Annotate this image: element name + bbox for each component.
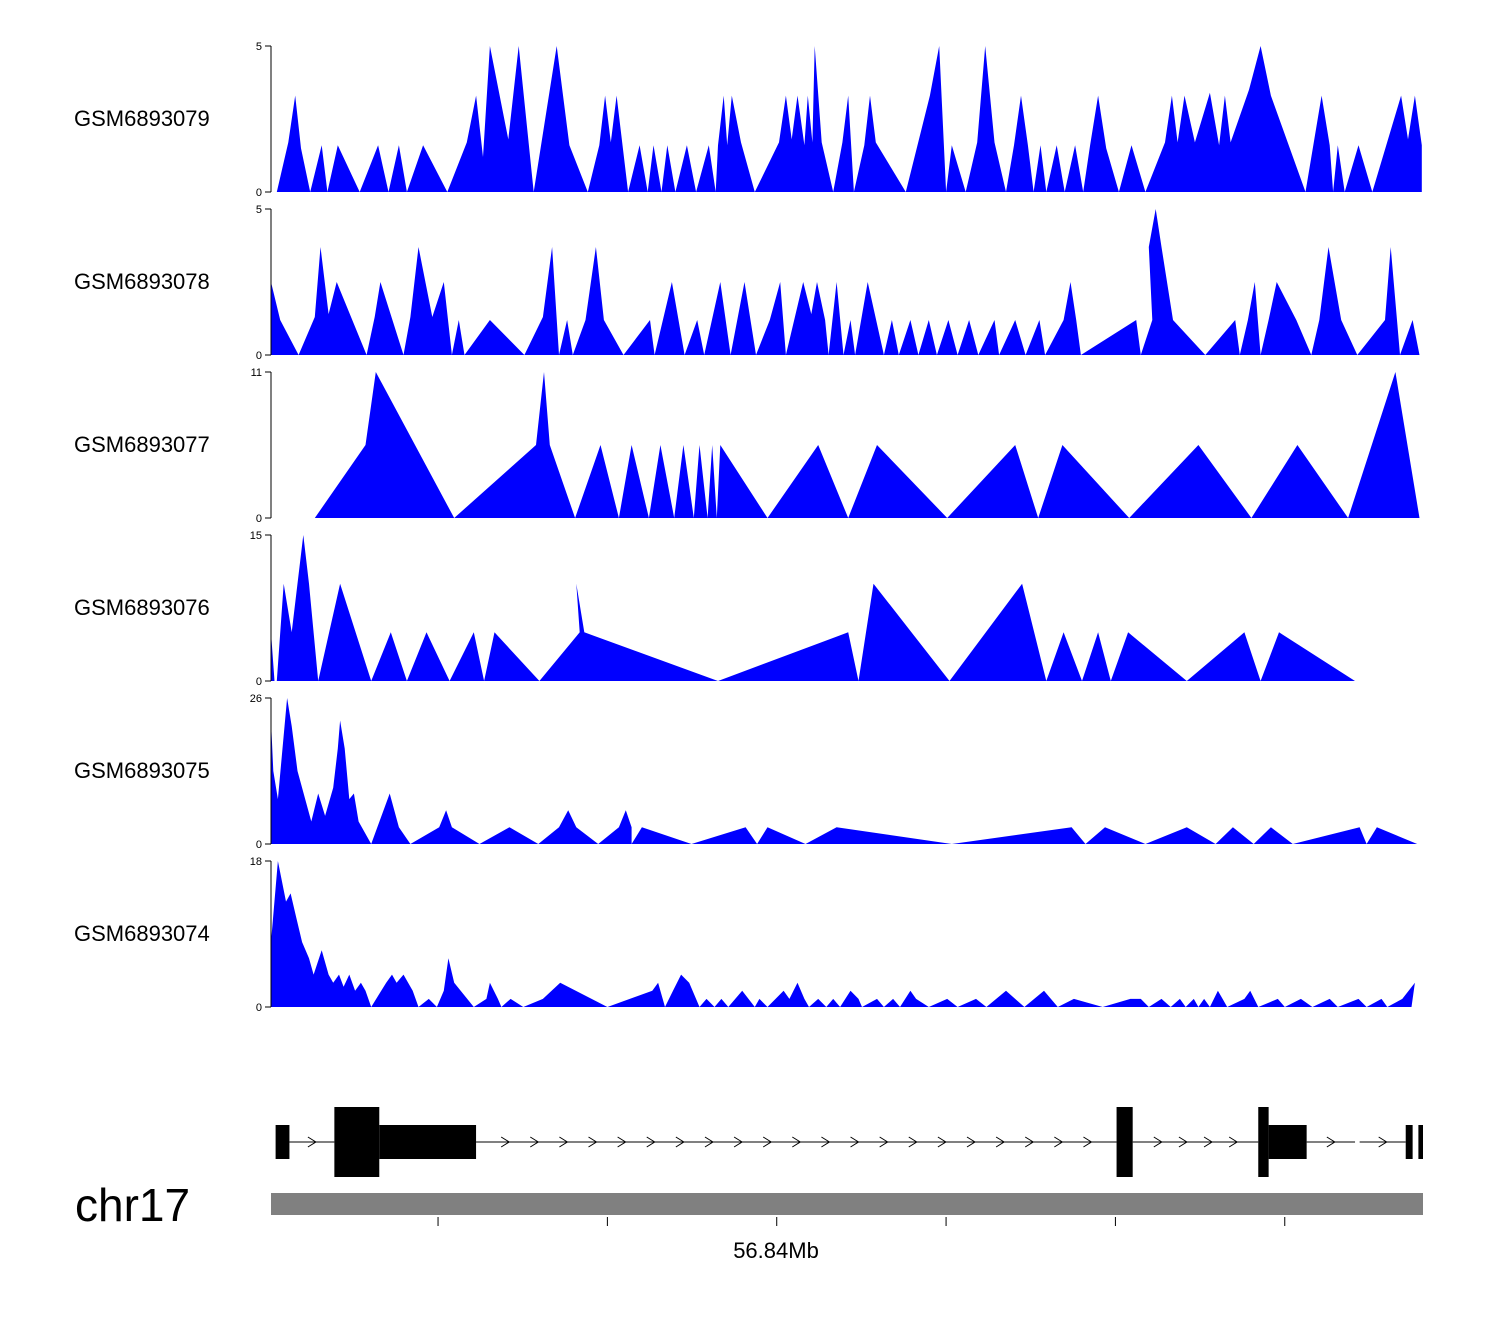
strand-arrow [588, 1136, 598, 1148]
coverage-tracks: GSM689307950GSM689307850GSM6893077110GSM… [74, 41, 1422, 1014]
track-GSM6893077: GSM6893077 11 0 [74, 367, 1420, 525]
strand-arrow [908, 1136, 918, 1148]
strand-arrow [530, 1136, 540, 1148]
y-tick-label-zero: 0 [256, 513, 262, 525]
strand-arrow [704, 1136, 714, 1148]
track-label: GSM6893075 [74, 758, 210, 783]
y-tick-label-max: 15 [250, 530, 262, 542]
utr-exon [275, 1125, 290, 1159]
y-tick-label-max: 26 [250, 693, 262, 705]
strand-arrow [966, 1136, 976, 1148]
coverage-area [276, 46, 1422, 192]
utr-exon [1405, 1125, 1413, 1159]
y-tick-label-zero: 0 [256, 676, 262, 688]
coding-exon [1258, 1107, 1269, 1177]
strand-arrow [559, 1136, 569, 1148]
coding-exon [334, 1107, 380, 1177]
y-tick-label-max: 11 [251, 367, 262, 379]
strand-arrow [1203, 1136, 1213, 1148]
strand-arrow [1178, 1136, 1188, 1148]
y-tick-label-zero: 0 [256, 187, 262, 199]
strand-arrow [675, 1136, 685, 1148]
strand-arrow [1228, 1136, 1239, 1148]
strand-arrow [762, 1136, 773, 1148]
strand-arrow [850, 1136, 860, 1148]
strand-arrow [792, 1136, 802, 1148]
track-label: GSM6893076 [74, 595, 210, 620]
coverage-area [271, 698, 1418, 844]
coverage-area [271, 209, 1420, 355]
strand-arrow [1024, 1136, 1035, 1148]
y-tick-label-zero: 0 [256, 1002, 262, 1014]
strand-arrow [307, 1136, 317, 1148]
track-GSM6893076: GSM6893076 15 0 [74, 530, 1355, 688]
track-GSM6893074: GSM6893074 18 0 [74, 856, 1415, 1014]
y-tick-label-zero: 0 [256, 839, 262, 851]
gene-model-track [275, 1107, 1423, 1177]
y-tick-label-max: 5 [256, 41, 262, 53]
strand-arrow [937, 1136, 947, 1148]
y-tick-label-max: 5 [256, 204, 262, 216]
track-GSM6893075: GSM6893075 26 0 [74, 693, 1418, 851]
coverage-area [314, 372, 1420, 518]
strand-arrow [995, 1136, 1006, 1148]
strand-arrow [1054, 1136, 1064, 1148]
coverage-area [271, 535, 1355, 681]
strand-arrow [1153, 1136, 1163, 1148]
strand-arrow [1378, 1136, 1388, 1148]
utr-exon [1268, 1125, 1307, 1159]
strand-arrow [500, 1136, 511, 1148]
chromosome-ideogram [271, 1193, 1423, 1215]
strand-arrow [733, 1136, 744, 1148]
chromosome-label: chr17 [75, 1179, 190, 1231]
utr-exon [379, 1125, 477, 1159]
y-tick-label-zero: 0 [256, 350, 262, 362]
strand-arrow [617, 1136, 627, 1148]
strand-arrow [821, 1136, 831, 1148]
track-label: GSM6893078 [74, 269, 210, 294]
track-label: GSM6893077 [74, 432, 210, 457]
track-label: GSM6893074 [74, 921, 210, 946]
track-GSM6893079: GSM6893079 5 0 [74, 41, 1422, 199]
strand-arrow [1326, 1136, 1336, 1148]
track-label: GSM6893079 [74, 106, 210, 131]
coverage-area [271, 861, 1415, 1007]
strand-arrow [1083, 1136, 1093, 1148]
y-tick-label-max: 18 [250, 856, 262, 868]
strand-arrow [879, 1136, 889, 1148]
genome-axis [437, 1217, 1286, 1226]
genome-axis-tick-label: 56.84Mb [733, 1238, 819, 1263]
strand-arrow [646, 1136, 656, 1148]
coding-exon [1116, 1107, 1133, 1177]
utr-exon [1418, 1125, 1423, 1159]
track-GSM6893078: GSM6893078 5 0 [74, 204, 1420, 362]
